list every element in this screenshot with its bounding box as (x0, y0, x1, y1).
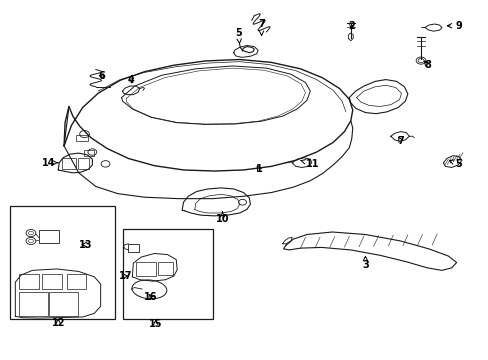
Bar (136, 262, 156, 276)
Text: 3: 3 (361, 256, 368, 270)
Text: 13: 13 (79, 239, 93, 249)
Text: 8: 8 (424, 60, 430, 70)
Bar (122, 229, 212, 319)
Text: 16: 16 (144, 292, 157, 302)
Text: 10: 10 (215, 212, 229, 224)
Bar (39, 230, 59, 243)
Bar (78, 158, 89, 169)
Bar (158, 262, 173, 275)
Text: 14: 14 (41, 158, 58, 168)
Bar (49, 292, 78, 316)
Text: 4: 4 (128, 75, 135, 85)
Bar (61, 158, 76, 169)
Text: 5: 5 (448, 159, 462, 169)
Bar (83, 150, 94, 156)
Bar (128, 244, 139, 252)
Bar (42, 274, 61, 289)
Text: 12: 12 (51, 319, 65, 328)
Text: 6: 6 (99, 71, 105, 81)
Bar (10, 206, 115, 319)
Text: 1: 1 (255, 164, 262, 174)
Bar (76, 135, 88, 141)
Text: 9: 9 (447, 21, 462, 31)
Text: 15: 15 (149, 319, 162, 329)
Text: 2: 2 (347, 21, 354, 31)
Text: 17: 17 (119, 271, 132, 281)
Text: 5: 5 (235, 28, 242, 44)
Text: 7: 7 (258, 19, 264, 36)
Text: 7: 7 (396, 136, 403, 145)
Bar (66, 274, 86, 289)
Bar (19, 292, 47, 316)
Bar (19, 274, 39, 289)
Text: 11: 11 (300, 159, 319, 169)
